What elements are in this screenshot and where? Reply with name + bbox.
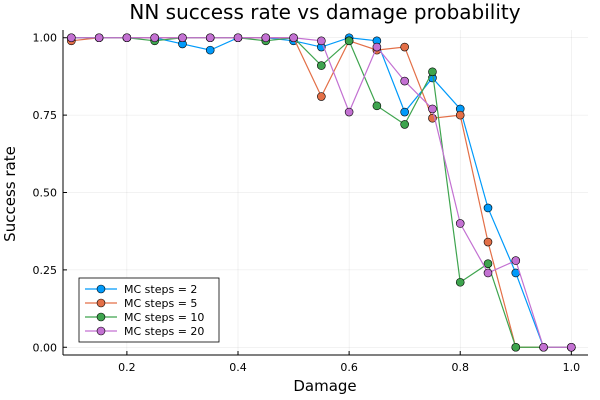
legend-entry: MC steps = 2 <box>85 283 197 296</box>
data-point <box>567 342 576 352</box>
data-point <box>205 33 215 43</box>
data-point <box>483 268 493 278</box>
legend-label: MC steps = 2 <box>124 283 197 296</box>
data-point <box>317 61 326 70</box>
legend-label: MC steps = 20 <box>124 325 204 338</box>
data-point <box>344 107 354 117</box>
series-group <box>67 33 576 352</box>
x-tick-label: 0.2 <box>118 361 136 374</box>
x-tick-label: 0.6 <box>340 361 358 374</box>
data-point <box>400 42 409 52</box>
y-tick-label: 0.50 <box>33 187 58 200</box>
data-point <box>455 219 465 228</box>
data-point <box>372 101 382 111</box>
data-point <box>400 107 409 117</box>
data-point <box>205 45 215 55</box>
y-tick-label: 0.00 <box>33 341 58 354</box>
data-point <box>400 120 409 129</box>
data-point <box>289 33 298 43</box>
data-point <box>539 342 548 352</box>
series-4 <box>67 33 576 352</box>
grid <box>63 30 588 355</box>
data-point <box>455 110 465 120</box>
data-point <box>483 203 493 213</box>
data-point <box>511 342 521 352</box>
x-tick-label: 0.8 <box>451 361 469 374</box>
data-point <box>261 33 271 43</box>
data-point <box>455 277 465 287</box>
data-point <box>428 67 437 77</box>
y-axis-label: Success rate <box>1 146 19 242</box>
data-point <box>94 33 104 43</box>
data-point <box>178 33 187 43</box>
y-tick-label: 1.00 <box>33 32 58 45</box>
y-ticks: 0.00 0.25 0.50 0.75 1.00 <box>33 32 67 354</box>
legend-entry: MC steps = 20 <box>85 325 204 338</box>
data-point <box>511 256 521 265</box>
data-point <box>428 104 437 114</box>
data-point <box>344 36 354 46</box>
data-point <box>122 33 132 43</box>
chart-title: NN success rate vs damage probability <box>129 0 520 24</box>
data-point <box>483 259 493 268</box>
data-point <box>483 237 493 247</box>
legend: MC steps = 2MC steps = 5MC steps = 10MC … <box>78 277 220 343</box>
data-point <box>372 42 382 52</box>
y-tick-label: 0.75 <box>33 109 58 122</box>
x-ticks: 0.2 0.4 0.6 0.8 1.0 <box>118 351 580 374</box>
legend-label: MC steps = 10 <box>124 311 204 324</box>
x-axis-label: Damage <box>293 377 356 395</box>
legend-marker <box>96 326 106 336</box>
legend-marker <box>96 284 106 294</box>
x-tick-label: 0.4 <box>229 361 247 374</box>
legend-entry: MC steps = 10 <box>85 311 204 324</box>
data-point <box>317 92 326 101</box>
legend-marker <box>96 312 106 322</box>
data-point <box>233 33 243 43</box>
data-point <box>400 76 409 86</box>
data-point <box>150 33 159 43</box>
legend-entry: MC steps = 5 <box>85 297 197 310</box>
data-point <box>67 33 76 43</box>
x-tick-label: 1.0 <box>563 361 581 374</box>
y-tick-label: 0.25 <box>33 264 58 277</box>
legend-label: MC steps = 5 <box>124 297 197 310</box>
legend-marker <box>96 298 106 308</box>
data-point <box>317 36 326 46</box>
